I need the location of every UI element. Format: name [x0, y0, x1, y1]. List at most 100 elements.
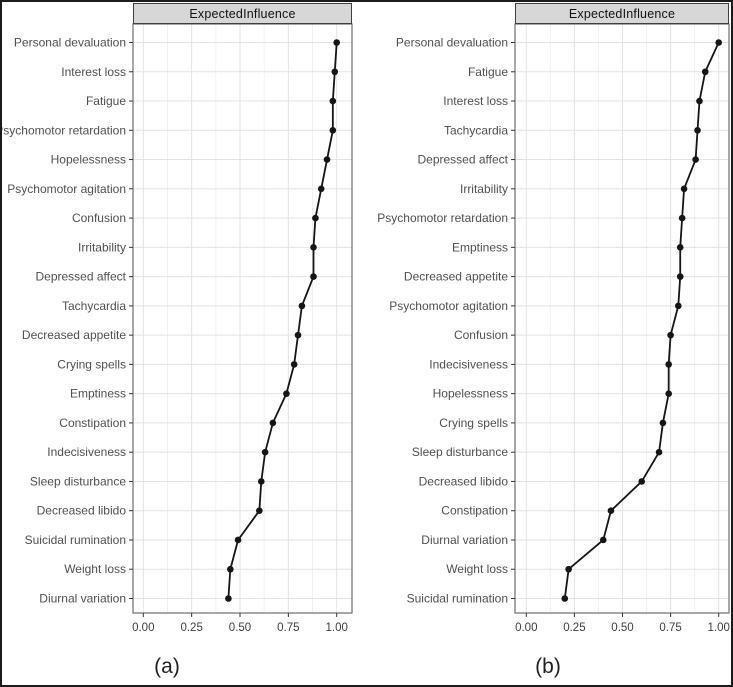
category-label: Personal devaluation: [396, 36, 508, 50]
x-tick-label: 0.75: [659, 622, 681, 634]
x-tick-label: 0.00: [515, 622, 537, 634]
category-label: Indecisiveness: [429, 357, 508, 371]
data-point: [599, 536, 607, 544]
data-point: [692, 156, 699, 163]
x-tick-label: 0.25: [180, 622, 202, 634]
series-line: [563, 42, 720, 599]
category-label: Fatigue: [86, 94, 126, 108]
category-label: Decreased libido: [37, 504, 127, 518]
data-point: [317, 185, 325, 193]
category-label: Weight loss: [446, 562, 508, 576]
data-point: [659, 419, 667, 427]
category-label: Hopelessness: [433, 387, 508, 401]
data-point: [225, 595, 232, 602]
data-point: [561, 595, 569, 602]
data-point: [298, 302, 306, 310]
data-point: [329, 97, 337, 105]
category-label: Confusion: [72, 211, 126, 225]
category-label: Indecisiveness: [47, 445, 126, 459]
x-tick-label: 0.00: [132, 622, 154, 634]
subfigure-label-b: (b): [535, 655, 561, 678]
category-label: Confusion: [454, 328, 508, 342]
data-point: [294, 331, 302, 339]
data-point: [565, 565, 572, 573]
x-tick-label: 0.50: [229, 622, 251, 634]
category-label: Psychomotor retardation: [377, 211, 508, 225]
data-point: [256, 507, 263, 515]
data-point: [701, 68, 709, 76]
category-label: Interest loss: [443, 94, 508, 108]
category-label: Fatigue: [468, 65, 508, 79]
data-point: [655, 448, 663, 456]
category-label: Sleep disturbance: [412, 445, 508, 459]
data-point: [676, 273, 684, 280]
facet-strip-a: ExpectedInfluence: [133, 3, 352, 24]
data-point: [329, 126, 337, 134]
data-point: [331, 68, 339, 76]
data-point: [715, 39, 722, 46]
category-label: Personal devaluation: [14, 36, 126, 50]
facet-strip-b: ExpectedInfluence: [515, 3, 729, 24]
series-line: [227, 42, 338, 599]
data-point: [310, 273, 317, 280]
x-tick-label: 0.75: [277, 622, 299, 634]
category-label: Constipation: [59, 416, 126, 430]
category-label: Psychomotor agitation: [7, 182, 126, 196]
x-tick-label: 0.50: [611, 622, 633, 634]
category-label: Crying spells: [57, 357, 126, 371]
subfigure-label-a: (a): [154, 655, 180, 678]
category-label: Interest loss: [61, 65, 126, 79]
data-point: [261, 448, 269, 456]
category-label: Constipation: [441, 504, 508, 518]
data-point: [638, 478, 646, 485]
category-label: Psychomotor retardation: [0, 123, 126, 137]
data-point: [680, 185, 688, 193]
category-label: Decreased libido: [419, 474, 509, 488]
data-point: [227, 565, 234, 573]
category-label: Suicidal rumination: [407, 592, 508, 606]
data-point: [665, 390, 672, 397]
data-point: [312, 214, 319, 222]
category-label: Irritability: [460, 182, 508, 196]
data-point: [694, 126, 701, 134]
category-label: Tachycardia: [62, 299, 126, 313]
x-tick-label: 1.00: [708, 622, 730, 634]
data-point: [234, 536, 242, 544]
category-label: Emptiness: [452, 240, 508, 254]
plot-area: [133, 24, 352, 613]
category-label: Irritability: [78, 240, 126, 254]
data-point: [333, 39, 341, 46]
category-label: Diurnal variation: [421, 533, 508, 547]
x-tick-label: 1.00: [326, 622, 348, 634]
category-label: Hopelessness: [51, 153, 126, 167]
data-point: [667, 331, 674, 339]
category-label: Decreased appetite: [404, 270, 508, 284]
category-label: Psychomotor agitation: [389, 299, 508, 313]
data-point: [323, 156, 331, 163]
data-point: [678, 214, 686, 222]
data-point: [310, 244, 317, 251]
category-label: Suicidal rumination: [25, 533, 126, 547]
category-label: Depressed affect: [418, 153, 509, 167]
data-point: [607, 507, 615, 515]
facet-strip-a-title: ExpectedInfluence: [189, 6, 296, 21]
panel-border: [132, 23, 353, 614]
facet-strip-b-title: ExpectedInfluence: [568, 6, 676, 21]
x-tick-label: 0.25: [563, 622, 585, 634]
data-point: [257, 478, 265, 485]
data-point: [676, 244, 684, 251]
data-point: [290, 361, 298, 368]
data-point: [665, 361, 672, 368]
category-label: Weight loss: [64, 562, 126, 576]
category-label: Emptiness: [70, 387, 126, 401]
category-label: Crying spells: [439, 416, 508, 430]
data-point: [283, 390, 290, 397]
category-label: Sleep disturbance: [30, 474, 126, 488]
data-point: [696, 97, 703, 105]
data-point: [269, 419, 277, 427]
category-label: Tachycardia: [444, 123, 508, 137]
category-label: Diurnal variation: [39, 592, 126, 606]
category-label: Depressed affect: [36, 270, 127, 284]
